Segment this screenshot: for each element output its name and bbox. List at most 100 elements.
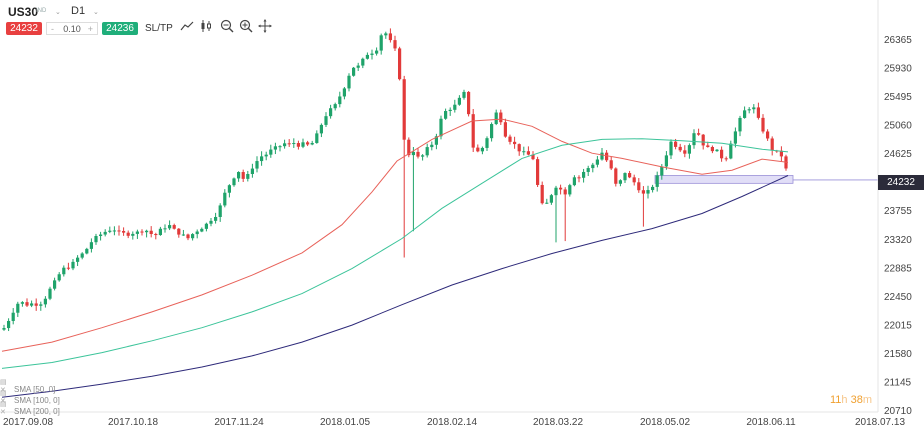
- sell-button[interactable]: 24232: [6, 22, 42, 35]
- countdown-h-unit: h: [841, 394, 848, 406]
- candle-body: [250, 168, 254, 175]
- candle-body: [11, 312, 15, 321]
- candle-body: [729, 143, 733, 159]
- candle-body: [618, 180, 622, 184]
- candle-body: [333, 104, 337, 109]
- candle-body: [490, 124, 494, 139]
- candle-body: [218, 205, 222, 217]
- y-tick-label: 26365: [884, 35, 912, 46]
- indicator-settings-icon[interactable]: ▤ ✕: [0, 390, 7, 405]
- candle-body: [342, 88, 346, 97]
- candle-body: [434, 136, 438, 145]
- indicator-settings-icon[interactable]: ▤ ✕: [0, 401, 7, 416]
- y-tick-label: 25060: [884, 121, 912, 132]
- candle-body: [232, 178, 236, 186]
- line-tool-icon[interactable]: [180, 19, 194, 35]
- candle-body: [273, 146, 277, 150]
- y-tick-label: 24625: [884, 149, 912, 160]
- candle-body: [195, 231, 199, 235]
- candle-body: [30, 303, 34, 306]
- candle-body: [572, 177, 576, 186]
- candle-body: [577, 177, 581, 179]
- candle-body: [494, 112, 498, 125]
- candle-body: [554, 187, 558, 196]
- candle-body: [48, 288, 52, 299]
- zoom-out-icon[interactable]: [220, 19, 234, 35]
- candle-body: [315, 133, 319, 143]
- candle-body: [296, 143, 300, 147]
- candle-body: [411, 151, 415, 156]
- candle-body: [660, 166, 664, 176]
- sma200-line: [1, 175, 789, 398]
- x-tick-label: 2018.06.11: [746, 417, 796, 428]
- candle-body: [227, 185, 231, 193]
- candle-body: [112, 230, 116, 232]
- candle-countdown: 11h 38m: [830, 394, 872, 406]
- indicator-settings-icon[interactable]: ▤ ✕: [0, 379, 7, 394]
- y-tick-label: 20710: [884, 406, 912, 417]
- symbol-chevron-icon[interactable]: ⌄: [55, 9, 61, 16]
- indicator-label: SMA [200, 0]: [14, 407, 60, 416]
- lot-value[interactable]: 0.10: [63, 24, 81, 34]
- candle-body: [43, 298, 47, 305]
- candle-body: [651, 186, 655, 191]
- candle-body: [34, 303, 38, 306]
- candle-body: [549, 195, 553, 203]
- candle-body: [66, 267, 70, 269]
- candle-body: [168, 225, 172, 229]
- countdown-m-unit: m: [862, 394, 873, 406]
- candle-body: [20, 302, 24, 304]
- candle-body: [756, 107, 760, 118]
- buy-button[interactable]: 24236: [102, 22, 138, 35]
- candle-body: [508, 136, 512, 142]
- sltp-button[interactable]: SL/TP: [145, 23, 173, 34]
- timeframe-chevron-icon[interactable]: ⌄: [93, 9, 99, 16]
- candle-body: [421, 155, 425, 157]
- candle-body: [425, 147, 429, 156]
- candle-body: [223, 192, 227, 206]
- candle-body: [609, 160, 613, 169]
- candle-body: [683, 150, 687, 154]
- candle-body: [177, 228, 181, 235]
- candle-body: [710, 146, 714, 152]
- x-tick-label: 2017.11.24: [214, 417, 264, 428]
- candle-body: [444, 111, 448, 119]
- candle-body: [94, 236, 98, 243]
- candle-body: [720, 149, 724, 159]
- candle-body: [16, 303, 20, 313]
- candle-body: [559, 187, 563, 190]
- lot-increase-button[interactable]: +: [87, 24, 93, 34]
- candle-body: [131, 233, 135, 236]
- candle-body: [692, 133, 696, 146]
- candle-body: [361, 58, 365, 66]
- candle-body: [439, 118, 443, 137]
- candle-body: [122, 230, 126, 233]
- candles-icon[interactable]: [200, 19, 214, 35]
- indicator-legend-sma100[interactable]: ▤ ✕ SMA [100, 0]: [0, 389, 60, 405]
- indicator-legend-sma200[interactable]: ▤ ✕ SMA [200, 0]: [0, 400, 60, 416]
- timeframe-label[interactable]: D1: [71, 5, 86, 17]
- candle-body: [398, 48, 402, 80]
- y-tick-label: 23320: [884, 235, 912, 246]
- candle-body: [678, 146, 682, 151]
- candle-body: [503, 122, 507, 137]
- candle-body: [531, 154, 535, 160]
- crosshair-icon[interactable]: [258, 19, 272, 35]
- zoom-in-icon[interactable]: [239, 19, 253, 35]
- candle-body: [347, 75, 351, 89]
- candle-body: [628, 173, 632, 178]
- candle-body: [540, 184, 544, 204]
- y-tick-label: 22885: [884, 263, 912, 274]
- candle-body: [352, 67, 356, 76]
- lot-decrease-button[interactable]: -: [51, 24, 54, 34]
- candle-body: [733, 131, 737, 144]
- indicator-legend-sma50[interactable]: ▤ ✕ SMA [50, 0]: [0, 378, 55, 394]
- candle-body: [306, 142, 310, 145]
- candle-body: [664, 155, 668, 167]
- indicator-label: SMA [50, 0]: [14, 385, 56, 394]
- symbol-label[interactable]: US30: [8, 5, 39, 19]
- lot-stepper[interactable]: - 0.10 +: [46, 22, 98, 35]
- candle-body: [632, 177, 636, 183]
- candle-body: [191, 234, 195, 239]
